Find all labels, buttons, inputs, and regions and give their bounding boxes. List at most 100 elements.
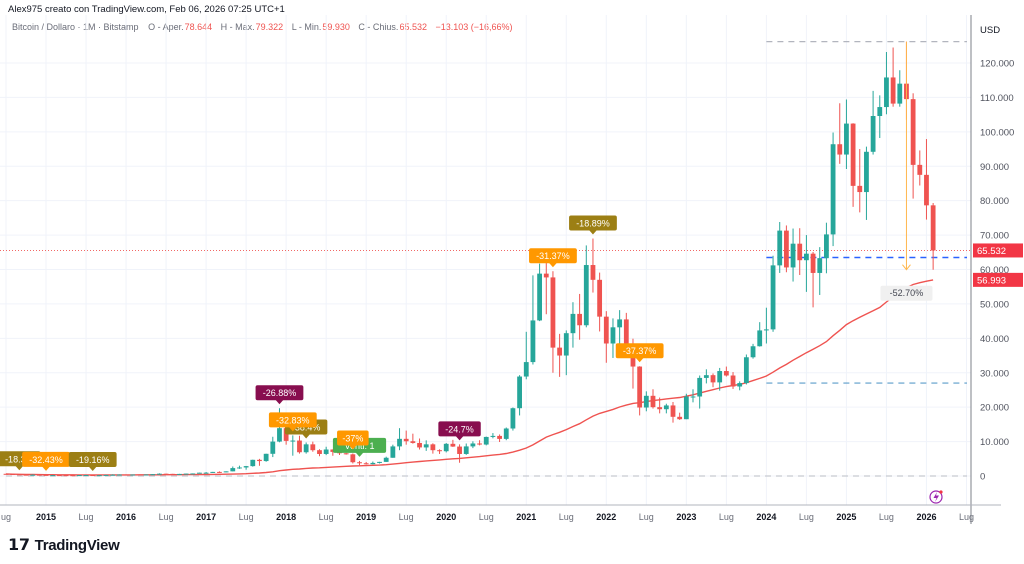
annotation-pointer <box>455 435 464 441</box>
candle <box>810 251 816 308</box>
candle-body <box>804 253 809 261</box>
candle-body <box>537 273 542 321</box>
candle-body <box>750 346 756 358</box>
candle <box>470 441 476 449</box>
annotation-label[interactable]: -37% <box>337 430 369 450</box>
last-price-label-box <box>973 243 1023 258</box>
candle <box>590 238 596 293</box>
candle <box>123 474 129 476</box>
candle-body <box>583 265 589 326</box>
candle <box>143 474 149 476</box>
candle-body <box>924 174 929 206</box>
candle <box>603 311 609 363</box>
symbol-name[interactable]: Bitcoin / Dollaro · 1M · Bitstamp <box>12 22 139 32</box>
candle <box>783 225 789 273</box>
candle-body <box>23 474 29 476</box>
candle-body <box>603 316 609 344</box>
candle-body <box>663 405 669 410</box>
candle <box>563 330 569 376</box>
candle <box>770 255 776 332</box>
candle-body <box>844 123 849 155</box>
candle <box>737 381 743 391</box>
candle-body <box>870 116 876 152</box>
candle <box>343 452 349 455</box>
low-label: L - Min. <box>291 22 322 32</box>
candle-body <box>397 438 402 447</box>
candle-body <box>530 320 536 363</box>
lightning-icon[interactable] <box>929 490 943 504</box>
annotation-label[interactable]: -31.37% <box>529 248 577 268</box>
measure-tool[interactable]: -52.70% <box>880 41 933 301</box>
annotation-label[interactable]: -32.83% <box>268 412 317 432</box>
candle <box>357 460 362 466</box>
candle-body <box>16 474 22 476</box>
candle-body <box>897 83 903 104</box>
candle-body <box>203 472 209 474</box>
candle-body <box>270 441 276 454</box>
candle <box>763 307 769 344</box>
candle-body <box>137 474 142 476</box>
candle-body <box>357 462 362 464</box>
candle <box>677 412 683 420</box>
annotation-box <box>569 215 617 231</box>
candle-body <box>150 474 156 476</box>
candle <box>730 372 736 389</box>
candle <box>190 473 196 475</box>
candle-body <box>490 435 496 437</box>
candle <box>116 474 122 476</box>
candle <box>897 70 903 107</box>
candle <box>837 103 843 164</box>
candle-body <box>590 265 596 280</box>
candle-body <box>497 435 502 439</box>
candle-body <box>116 474 122 476</box>
candle-body <box>83 475 89 477</box>
candle-body <box>890 77 896 104</box>
candle-body <box>36 474 42 476</box>
annotation-pointer <box>355 452 364 457</box>
horizontal-lines[interactable] <box>0 41 971 477</box>
candle-body <box>303 444 309 453</box>
candle-body <box>443 443 449 452</box>
candle <box>483 436 489 446</box>
candle <box>443 443 449 453</box>
candle <box>203 472 209 474</box>
candle-body <box>710 375 716 383</box>
candle-body <box>757 330 763 347</box>
candle-body <box>817 258 823 273</box>
y-tick-label: 0 <box>980 472 985 483</box>
annotations[interactable]: -18.3%-32.43% -19.16% -38.4% -26.88% -32.83%… <box>0 215 664 472</box>
candle-body <box>677 416 683 420</box>
annotation-label[interactable]: -26.88% <box>255 385 304 405</box>
annotation-label[interactable]: -37.37% <box>615 343 664 363</box>
annotation-label[interactable]: -24.7% <box>438 421 481 441</box>
candle-body <box>697 377 703 397</box>
change-value: −13.103 (−16,66%) <box>435 22 513 32</box>
candle-body <box>783 230 789 268</box>
measure-arrow-icon <box>902 264 911 271</box>
candle <box>697 375 703 409</box>
annotation-label[interactable]: -19.16% <box>68 452 117 472</box>
y-tick-label: 40.000 <box>980 334 1009 345</box>
annotation-pointer <box>88 466 97 472</box>
low-value: 59.930 <box>322 22 350 32</box>
candle <box>817 247 823 295</box>
x-tick-label: 2023 <box>676 512 696 522</box>
annotation-label[interactable]: -18.89% <box>569 215 617 235</box>
x-tick-label: 2015 <box>36 512 56 522</box>
candle <box>410 433 416 444</box>
tradingview-logo[interactable]: 𝟭𝟳 TradingView <box>8 535 120 555</box>
annotation-text: -18.3% <box>5 454 34 464</box>
candle <box>130 474 136 476</box>
candle-body <box>737 383 743 387</box>
candle <box>390 444 396 458</box>
candle <box>23 474 29 476</box>
candle-body <box>163 473 169 475</box>
candle-body <box>930 205 936 251</box>
candle <box>557 333 563 377</box>
annotation-label[interactable]: -32.43% <box>22 451 70 471</box>
candle <box>790 228 796 282</box>
candle <box>523 331 529 380</box>
annotation-text: -19.16% <box>76 455 110 465</box>
candle <box>710 373 716 388</box>
